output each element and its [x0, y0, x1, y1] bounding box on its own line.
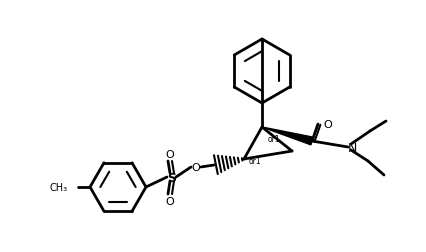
Text: or1: or1 — [268, 135, 280, 144]
Text: S: S — [167, 171, 176, 184]
Text: O: O — [323, 119, 332, 130]
Polygon shape — [262, 128, 313, 145]
Text: CH₃: CH₃ — [50, 182, 68, 192]
Text: O: O — [166, 149, 174, 159]
Text: O: O — [192, 162, 200, 172]
Text: or1: or1 — [249, 157, 261, 166]
Text: O: O — [166, 196, 174, 206]
Text: N: N — [347, 141, 357, 154]
